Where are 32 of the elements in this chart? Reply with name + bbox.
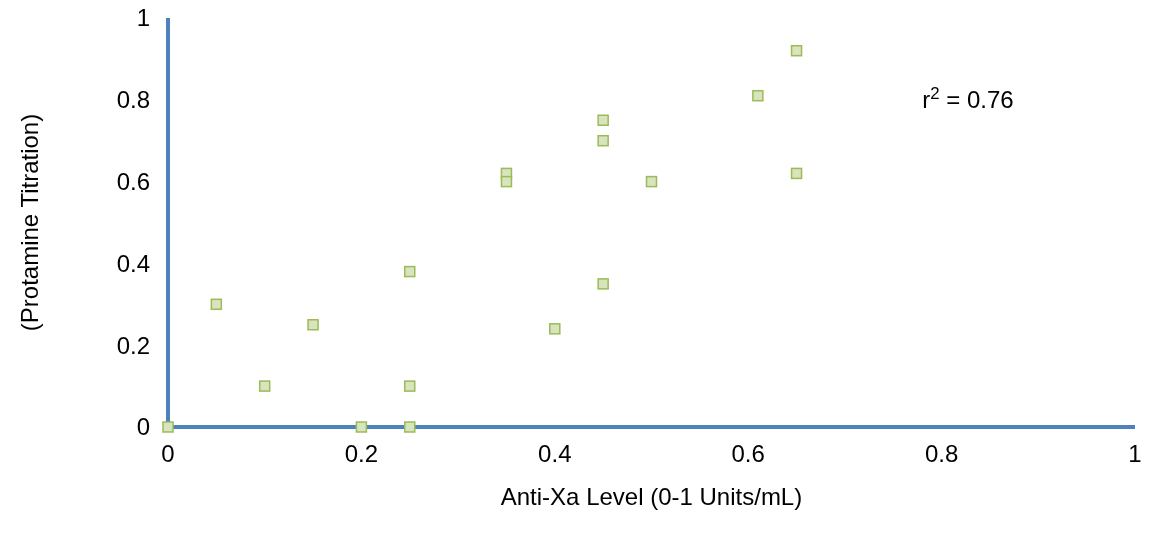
point	[500, 175, 513, 188]
y-tick-label: 0.4	[116, 249, 150, 277]
x-tick-label: 0.2	[344, 440, 379, 467]
x-tick-label: 0.8	[924, 440, 959, 467]
x-tick-label: 0	[161, 440, 175, 467]
point	[597, 278, 609, 290]
y-tick-label: 0.6	[116, 168, 150, 195]
y-tick-label: 0.8	[116, 86, 150, 114]
point	[752, 89, 764, 102]
annotation: r$^{2}$ = 0.76	[922, 83, 1014, 113]
point	[404, 421, 416, 433]
point	[404, 380, 416, 392]
point	[549, 323, 561, 335]
point	[307, 319, 319, 331]
point	[597, 114, 609, 126]
x-tick-label: 1	[1128, 440, 1142, 467]
x-tick-label: 0.6	[731, 440, 765, 467]
point	[355, 421, 368, 433]
point	[210, 298, 223, 311]
point	[258, 380, 271, 392]
point	[790, 167, 803, 180]
point	[162, 421, 174, 433]
y-tick-label: 0.2	[116, 331, 150, 359]
x-tick-label: 0.4	[538, 440, 572, 467]
y-axis-title: (Protamine Titration)	[16, 113, 43, 332]
y-tick-label: 1	[136, 4, 150, 32]
y-tick-label: 0	[136, 413, 150, 441]
point	[645, 175, 658, 188]
point	[404, 265, 416, 278]
point	[597, 134, 609, 147]
x-axis-title: Anti-Xa Level (0-1 Units/mL)	[500, 483, 803, 510]
point	[790, 44, 803, 57]
